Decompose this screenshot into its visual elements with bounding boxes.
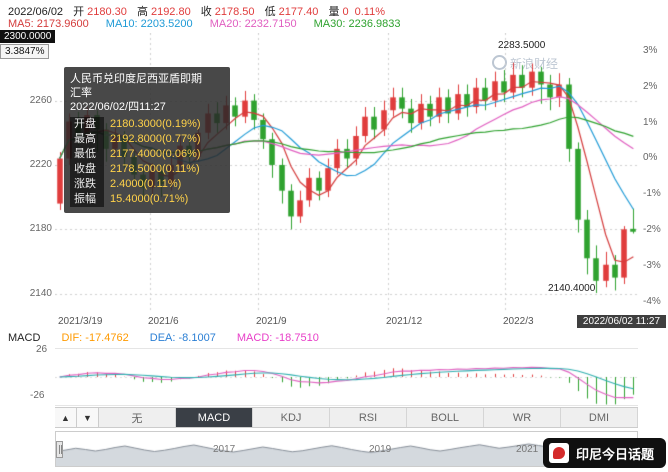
low-annotation: 2140.4000 — [548, 283, 596, 294]
tab-macd[interactable]: MACD — [176, 408, 253, 427]
crosshair-price-badge: 2300.0000 — [0, 30, 56, 43]
crosshair-percent-badge: 3.3847% — [0, 44, 50, 59]
x-axis-label-2: 2021/9 — [256, 316, 287, 327]
tab-none[interactable]: 无 — [99, 408, 176, 427]
dea-value: DEA: -8.1007 — [149, 332, 216, 344]
tab-kdj[interactable]: KDJ — [253, 408, 330, 427]
x-axis-label-1: 2021/6 — [148, 316, 179, 327]
ma20-value: MA20: 2232.7150 — [209, 18, 297, 30]
x-axis-label-3: 2021/12 — [386, 316, 423, 327]
low-value: 2177.40 — [278, 6, 319, 18]
navigator-area-chart[interactable] — [56, 432, 637, 466]
nav-year-2019: 2019 — [369, 444, 392, 455]
tab-boll[interactable]: BOLL — [407, 408, 484, 427]
open-value: 2180.30 — [87, 6, 127, 18]
ma5-value: MA5: 2173.9600 — [8, 18, 89, 30]
brand-logo-icon — [548, 443, 569, 463]
macd-axis-max: 26 — [36, 344, 48, 355]
volume-value: 0 — [342, 6, 349, 18]
y-axis-percent: -2% — [643, 223, 661, 235]
macd-header-row: MACD DIF: -17.4762 DEA: -8.1007 MACD: -1… — [8, 332, 337, 344]
brand-badge: 印尼今日话题 — [542, 438, 666, 468]
high-label: 高 — [136, 6, 148, 18]
y-axis-price-2260: 2260 — [29, 94, 52, 106]
open-label: 开 — [73, 6, 85, 18]
y-axis-price-2140: 2140 — [29, 287, 52, 299]
tooltip-row-open: 开盘 2180.3000(0.19%) — [70, 117, 224, 132]
tooltip-row-amplitude: 振幅 15.4000(0.71%) — [70, 192, 224, 207]
high-annotation: 2283.5000 — [498, 40, 546, 51]
x-axis-label-4: 2022/3 — [503, 316, 534, 327]
brand-text: 印尼今日话题 — [575, 446, 654, 462]
tooltip-row-high: 最高 2192.8000(0.77%) — [70, 132, 224, 147]
low-label: 低 — [264, 6, 276, 18]
nav-year-2017: 2017 — [213, 444, 236, 455]
ma30-value: MA30: 2236.9833 — [313, 18, 401, 30]
y-axis-percent: -3% — [643, 259, 661, 271]
tab-rsi[interactable]: RSI — [330, 408, 407, 427]
current-datetime-badge: 2022/06/02 11:27 — [576, 315, 666, 328]
indicator-tabbar: ▲ ▼ 无 MACD KDJ RSI BOLL WR DMI — [55, 407, 638, 428]
y-axis-price-2180: 2180 — [29, 223, 52, 235]
macd-axis-min: -26 — [30, 390, 45, 401]
scroll-down-button[interactable]: ▼ — [77, 408, 99, 427]
y-axis-percent: 0% — [643, 152, 658, 164]
tooltip-title-2: 汇率 — [70, 87, 92, 99]
nav-year-2021: 2021 — [516, 444, 539, 455]
y-axis-percent: -1% — [643, 188, 661, 200]
ma10-value: MA10: 2203.5200 — [105, 18, 193, 30]
scroll-up-button[interactable]: ▲ — [55, 408, 77, 427]
dif-value: DIF: -17.4762 — [61, 332, 129, 344]
macd-value: MACD: -18.7510 — [236, 332, 319, 344]
tab-wr[interactable]: WR — [484, 408, 561, 427]
quote-date: 2022/06/02 — [8, 6, 64, 18]
y-axis-percent: 3% — [643, 44, 658, 56]
tooltip-datetime: 2022/06/02/四11:27 — [70, 101, 166, 113]
quote-tooltip-panel: 人民币兑印度尼西亚盾即期 汇率 2022/06/02/四11:27 开盘 2180… — [64, 67, 230, 213]
ma-values-row: MA5: 2173.9600 MA10: 2203.5200 MA20: 223… — [8, 18, 415, 30]
range-navigator[interactable]: 2017 2019 2021 — [55, 431, 638, 467]
tab-dmi[interactable]: DMI — [561, 408, 638, 427]
change-percent: 0.11% — [354, 6, 385, 18]
close-label: 收 — [200, 6, 212, 18]
y-axis-percent: 2% — [643, 80, 658, 92]
navigator-left-handle[interactable] — [56, 441, 63, 458]
y-axis-price-2220: 2220 — [29, 158, 52, 170]
tooltip-row-change: 涨跌 2.4000(0.11%) — [70, 177, 224, 192]
tooltip-row-low: 最低 2177.4000(0.06%) — [70, 147, 224, 162]
y-axis-percent: 1% — [643, 116, 658, 128]
high-value: 2192.80 — [150, 6, 191, 18]
x-axis-label-0: 2021/3/19 — [58, 316, 103, 327]
y-axis-percent: -4% — [643, 295, 661, 307]
macd-chart[interactable] — [55, 348, 638, 406]
tooltip-row-close: 收盘 2178.5000(0.11%) — [70, 162, 224, 177]
close-value: 2178.50 — [214, 6, 255, 18]
macd-title: MACD — [8, 332, 41, 344]
tooltip-title: 人民币兑印度尼西亚盾即期 — [70, 73, 202, 85]
volume-label: 量 — [328, 6, 340, 18]
